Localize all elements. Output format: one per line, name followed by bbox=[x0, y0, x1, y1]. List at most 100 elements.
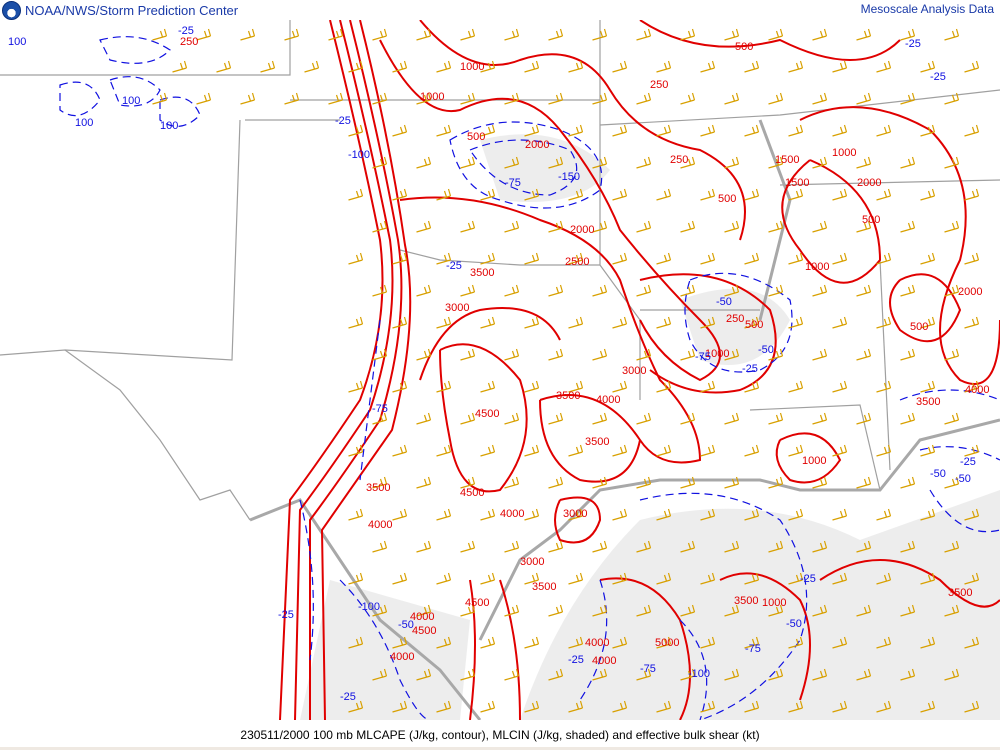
wind-barb bbox=[636, 540, 652, 553]
wind-barb bbox=[744, 252, 760, 265]
cape-contour-line bbox=[781, 159, 882, 284]
cape-contour-line bbox=[279, 20, 384, 720]
wind-barb bbox=[768, 604, 784, 617]
wind-barb bbox=[240, 92, 256, 105]
wind-barb bbox=[416, 476, 432, 489]
wind-barb bbox=[548, 476, 564, 489]
wind-barb bbox=[768, 412, 784, 425]
wind-barb bbox=[416, 348, 432, 361]
wind-barb bbox=[592, 92, 608, 105]
wind-barb bbox=[680, 604, 696, 617]
wind-barb bbox=[856, 92, 872, 105]
wind-barb bbox=[724, 668, 740, 681]
cape-label: 4000 bbox=[368, 519, 392, 531]
wind-barb bbox=[944, 412, 960, 425]
wind-barb bbox=[744, 572, 760, 585]
wind-barb bbox=[460, 156, 476, 169]
wind-barb bbox=[548, 28, 564, 41]
cape-label: 500 bbox=[745, 319, 763, 331]
cape-contour-line bbox=[294, 20, 394, 720]
wind-barb bbox=[876, 60, 892, 73]
wind-barb bbox=[392, 188, 408, 201]
cin-label: 100 bbox=[122, 95, 140, 107]
wind-barb bbox=[460, 348, 476, 361]
wind-barb bbox=[832, 508, 848, 521]
cin-contour-line bbox=[339, 579, 431, 720]
wind-barb bbox=[392, 124, 408, 137]
wind-barb bbox=[504, 540, 520, 553]
wind-barb bbox=[480, 60, 496, 73]
wind-barb bbox=[900, 284, 916, 297]
wind-barb bbox=[348, 316, 364, 329]
wind-barb bbox=[636, 604, 652, 617]
wind-barb bbox=[636, 156, 652, 169]
wind-barb bbox=[812, 156, 828, 169]
wind-barb bbox=[656, 316, 672, 329]
wind-barb bbox=[348, 508, 364, 521]
wind-barb bbox=[812, 540, 828, 553]
cin-label: -50 bbox=[716, 296, 732, 308]
wind-barb bbox=[656, 572, 672, 585]
wind-barb bbox=[592, 668, 608, 681]
wind-barb bbox=[568, 252, 584, 265]
wind-barb bbox=[436, 124, 452, 137]
wind-barb bbox=[568, 572, 584, 585]
cape-label: 2000 bbox=[525, 139, 549, 151]
cin-contour-line bbox=[159, 96, 201, 127]
wind-barb bbox=[416, 604, 432, 617]
wind-barb bbox=[568, 700, 584, 713]
wind-barb bbox=[680, 540, 696, 553]
wind-barb bbox=[524, 380, 540, 393]
cin-label: -25 bbox=[960, 456, 976, 468]
wind-barb bbox=[724, 156, 740, 169]
wind-barb bbox=[592, 540, 608, 553]
cin-label: -25 bbox=[568, 654, 584, 666]
wind-barb bbox=[392, 508, 408, 521]
wind-barb bbox=[548, 540, 564, 553]
wind-barb bbox=[372, 28, 388, 41]
wind-barb bbox=[392, 252, 408, 265]
wind-barb bbox=[680, 220, 696, 233]
wind-barb bbox=[656, 124, 672, 137]
cape-label: 4000 bbox=[592, 655, 616, 667]
wind-barb bbox=[548, 220, 564, 233]
cin-label: -25 bbox=[800, 573, 816, 585]
cape-contour-line bbox=[320, 20, 412, 720]
wind-barb bbox=[768, 28, 784, 41]
cin-contours bbox=[59, 36, 1000, 720]
wind-barb bbox=[348, 252, 364, 265]
wind-barb bbox=[480, 316, 496, 329]
wind-barb bbox=[900, 476, 916, 489]
wind-barb bbox=[504, 668, 520, 681]
wind-barb bbox=[964, 60, 980, 73]
wind-barb bbox=[656, 188, 672, 201]
cape-contour-line bbox=[309, 20, 403, 720]
wind-barb bbox=[768, 476, 784, 489]
wind-barb bbox=[568, 380, 584, 393]
wind-barb bbox=[636, 28, 652, 41]
map-caption: 230511/2000 100 mb MLCAPE (J/kg, contour… bbox=[240, 728, 760, 742]
wind-barb bbox=[480, 188, 496, 201]
wind-barb bbox=[524, 188, 540, 201]
wind-barb bbox=[944, 220, 960, 233]
wind-barb bbox=[944, 540, 960, 553]
wind-barb bbox=[680, 476, 696, 489]
wind-barb bbox=[592, 412, 608, 425]
wind-barb bbox=[744, 60, 760, 73]
cin-contour-line bbox=[679, 619, 708, 720]
wind-barb bbox=[592, 604, 608, 617]
wind-barb bbox=[788, 252, 804, 265]
cape-label: 2000 bbox=[857, 177, 881, 189]
cin-label: -25 bbox=[446, 260, 462, 272]
wind-barb bbox=[612, 508, 628, 521]
wind-barb bbox=[416, 92, 432, 105]
cin-label: -25 bbox=[178, 25, 194, 37]
wind-barb bbox=[612, 252, 628, 265]
cin-label: 100 bbox=[8, 36, 26, 48]
wind-barb bbox=[568, 316, 584, 329]
wind-barb bbox=[372, 348, 388, 361]
cape-label: 4000 bbox=[965, 384, 989, 396]
wind-barb bbox=[152, 92, 168, 105]
cin-contour-line bbox=[59, 81, 101, 117]
